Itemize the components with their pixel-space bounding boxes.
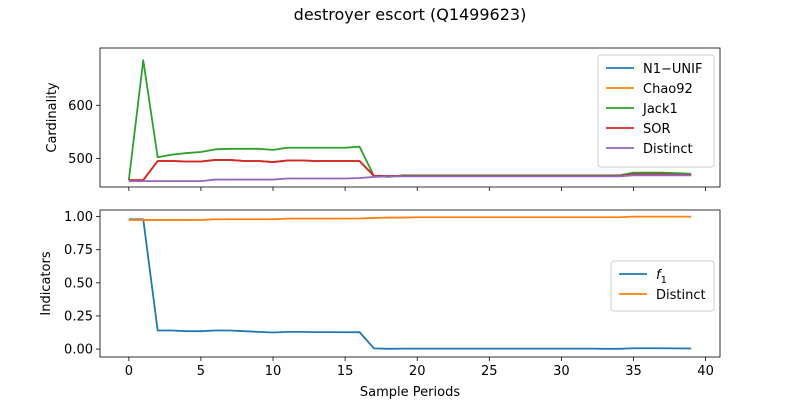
legend: f1 Distinct [610,260,715,312]
series-line-distinct [128,174,692,183]
x-tick-label: 20 [409,364,426,379]
legend-label: N1−UNIF [643,62,702,77]
legend-box [610,260,715,312]
x-tick-label: 15 [337,364,354,379]
legend-label: Jack1 [642,102,678,117]
legend-box [597,54,715,168]
series-line-distinct [128,215,692,221]
legend-label: Distinct [643,142,693,157]
y-tick-label: 600 [68,99,93,114]
y-axis-label: Indicators [39,251,54,315]
x-tick-label: 25 [481,364,498,379]
y-tick-label: 500 [68,152,93,167]
indicators-panel: 0 5 10 15 20 25 30 35 40 0.00 0.25 0.50 0.75 1.00 Indi… [39,209,721,379]
y-tick-label: 0.00 [64,343,93,358]
plot-frame [99,209,721,358]
y-axis-label: Cardinality [45,82,60,153]
y-tick-label: 1.00 [64,210,93,225]
y-tick-label: 0.50 [64,276,93,291]
y-tick-label: 0.75 [64,243,93,258]
legend-label: SOR [643,122,671,137]
x-axis-label: Sample Periods [360,385,460,400]
figure-title: destroyer escort (Q1499623) [294,5,527,24]
plot-frame [99,47,721,188]
y-tick-label: 0.25 [64,309,93,324]
x-tick-label: 35 [625,364,642,379]
legend-label: Chao92 [643,82,693,97]
legend: N1−UNIF Chao92 Jack1 SOR Distinct [597,54,715,168]
series-line-f [128,218,692,350]
legend-label: Distinct [656,288,706,303]
x-tick-label: 0 [125,364,133,379]
x-tick-label: 10 [265,364,282,379]
cardinality-panel: 500 600 Cardinality N1−UNIF Chao92 Jack1 SOR Di… [45,47,721,191]
x-tick-label: 5 [197,364,205,379]
x-tick-label: 40 [697,364,714,379]
x-tick-label: 30 [553,364,570,379]
legend-label: f1 [656,268,667,286]
